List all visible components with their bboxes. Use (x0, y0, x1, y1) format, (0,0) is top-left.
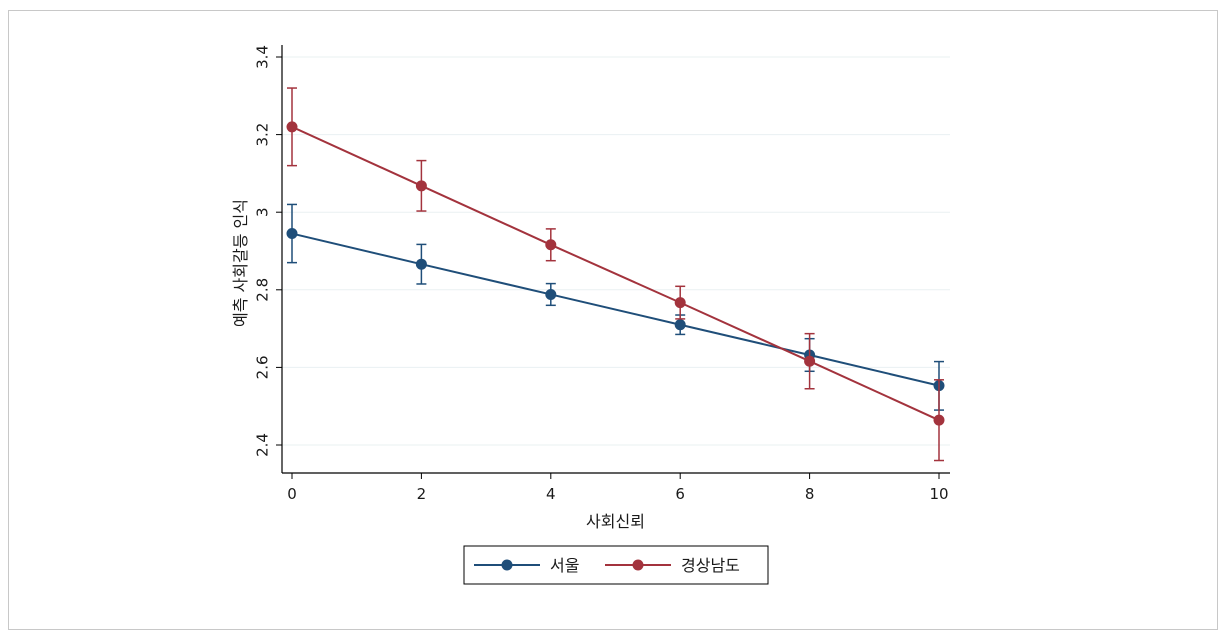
y-tick-label: 3.4 (253, 45, 271, 69)
legend-label: 경상남도 (681, 556, 740, 575)
series-line (291, 232, 940, 387)
y-tick-label: 3 (253, 207, 271, 217)
legend-label: 서울 (550, 556, 579, 575)
x-tick-label: 0 (287, 485, 297, 503)
data-point (674, 319, 686, 331)
legend-swatch-marker (632, 559, 644, 571)
data-point (933, 414, 945, 426)
y-tick-label: 2.4 (253, 433, 271, 457)
x-tick-label: 4 (546, 485, 556, 503)
data-point (545, 239, 557, 251)
legend-item: 경상남도 (605, 556, 740, 575)
y-tick-label: 3.2 (253, 123, 271, 147)
legend-swatch-marker (501, 559, 513, 571)
data-point (674, 297, 686, 309)
data-point (286, 228, 298, 240)
y-tick-label: 2.8 (253, 278, 271, 302)
data-point (415, 258, 427, 270)
y-axis-title: 예측 사회갈등 인식 (231, 199, 250, 327)
legend: 서울 경상남도 (463, 545, 769, 585)
axes-layer (281, 45, 950, 474)
grid-layer (282, 56, 950, 446)
x-tick-label: 6 (675, 485, 685, 503)
legend-items: 서울 경상남도 (474, 556, 740, 575)
data-point (545, 288, 557, 300)
x-axis-title: 사회신뢰 (586, 512, 645, 531)
series-layer (286, 87, 945, 462)
y-tick-label: 2.6 (253, 355, 271, 379)
legend-item: 서울 (474, 556, 579, 575)
figure-frame (8, 10, 1218, 630)
ticks-layer: 2.4 2.6 2.8 3 3.2 3.4 0 2 4 6 8 10 (253, 45, 948, 503)
x-tick-label: 2 (417, 485, 427, 503)
x-tick-label: 10 (929, 485, 948, 503)
series-2 (286, 87, 945, 462)
data-point (415, 180, 427, 192)
data-point (804, 355, 816, 367)
x-tick-label: 8 (805, 485, 815, 503)
series-line (291, 125, 940, 422)
chart-svg: 2.42.62.833.23.40 2 4 6 8 10 사회신뢰 예측 사회갈등 인식 … (231, 45, 950, 585)
series-1 (286, 203, 945, 411)
data-point (286, 121, 298, 133)
